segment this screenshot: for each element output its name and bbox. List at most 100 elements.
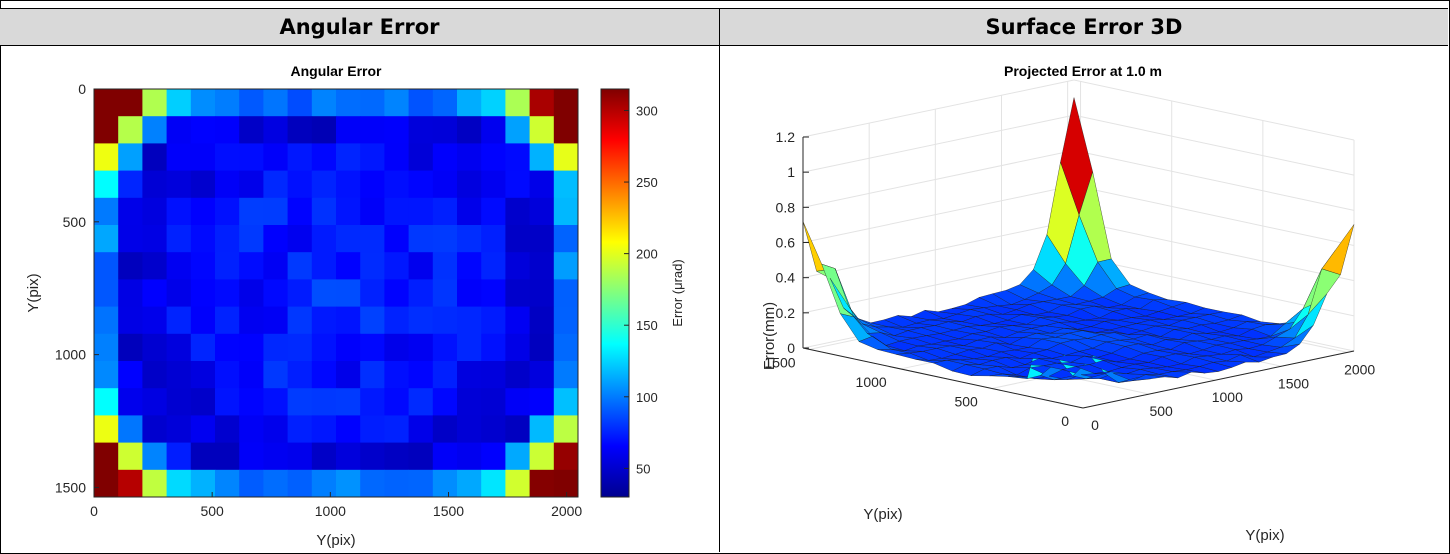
heatmap-cell [190, 388, 216, 416]
heatmap-cell [166, 333, 192, 362]
heatmap-cell [408, 225, 434, 253]
heatmap-cell [287, 170, 313, 199]
heatmap-cell [457, 252, 482, 280]
heatmap-cell [481, 252, 506, 280]
heatmap-cell [190, 89, 216, 117]
back-grid-line [802, 220, 1075, 279]
heatmap-cell [553, 388, 579, 416]
heatmap-cell [287, 469, 313, 498]
heatmap-cell [311, 197, 337, 226]
heatmap-cell [336, 469, 361, 498]
heatmap-cell [360, 333, 385, 362]
surface-title: Projected Error at 1.0 m [1004, 63, 1162, 79]
heatmap-cell [529, 197, 555, 226]
heatmap-cell [384, 415, 409, 443]
heatmap-cell [94, 143, 119, 171]
heatmap-cell [481, 143, 506, 171]
heatmap-cell [360, 197, 385, 226]
heatmap-cell [408, 89, 434, 117]
heatmap-cell [215, 170, 240, 199]
heatmap-cell [142, 252, 167, 280]
back-grid-line [1073, 79, 1355, 141]
heatmap-cell [142, 306, 167, 335]
heatmap-cell [142, 197, 167, 226]
heatmap-cell [384, 306, 409, 335]
heatmap-cell [190, 415, 216, 443]
heatmap-cell [360, 252, 385, 280]
heatmap-cell [360, 415, 385, 443]
heatmap-cell [311, 388, 337, 416]
heatmap-cell [94, 442, 119, 471]
heatmap-cell [263, 361, 288, 389]
heatmap-cell [457, 361, 482, 389]
colorbar-label: Error (μrad) [670, 259, 685, 326]
heatmap-cell [529, 442, 555, 471]
heatmap-cell [190, 225, 216, 253]
heatmap-cell [287, 143, 313, 171]
heatmap-cell [118, 252, 143, 280]
heatmap-cell [360, 388, 385, 416]
heatmap-cell [529, 469, 555, 498]
heatmap-cell [360, 279, 385, 307]
heatmap-cell [384, 143, 409, 171]
heatmap-cell [166, 279, 192, 307]
heatmap-cell [336, 333, 361, 362]
heatmap-cell [239, 333, 264, 362]
heatmap-cell [553, 442, 579, 471]
heatmap-y-tick-label: 1000 [55, 347, 86, 363]
heatmap-cell [215, 415, 240, 443]
heatmap-cell [190, 442, 216, 471]
heatmap-cell [239, 279, 264, 307]
heatmap-cell [432, 143, 458, 171]
heatmap-cell [408, 170, 434, 199]
surface-x-tick-label: 0 [1091, 417, 1099, 433]
heatmap-cell [481, 415, 506, 443]
heatmap-cell [311, 415, 337, 443]
heatmap-cell [457, 415, 482, 443]
heatmap-cell [481, 225, 506, 253]
colorbar-tick-label: 150 [636, 318, 658, 333]
heatmap-cell [190, 333, 216, 362]
heatmap-cell [311, 442, 337, 471]
heatmap-cell [457, 143, 482, 171]
heatmap-cell [118, 197, 143, 226]
heatmap-cell [190, 252, 216, 280]
heatmap-cell [553, 116, 579, 144]
surface-z-tick-label: 1.2 [776, 129, 796, 145]
heatmap-cell [384, 469, 409, 498]
heatmap-cell [118, 361, 143, 389]
surface-z-tick-label: 0.4 [776, 270, 796, 286]
heatmap-cell [481, 388, 506, 416]
heatmap-cell [529, 279, 555, 307]
heatmap-cell [94, 89, 119, 117]
surface-y-ticks: 0 500 1000 1500 [764, 354, 1069, 429]
heatmap-cell [311, 306, 337, 335]
heatmap-cell [263, 170, 288, 199]
heatmap-cell [94, 170, 119, 199]
heatmap-cell [408, 252, 434, 280]
heatmap-cell [263, 225, 288, 253]
heatmap-cell [384, 361, 409, 389]
heatmap-cell [553, 89, 579, 117]
heatmap-cell [432, 279, 458, 307]
heatmap-cell [263, 252, 288, 280]
heatmap-cell [215, 252, 240, 280]
heatmap-cell [408, 415, 434, 443]
heatmap-cell [408, 197, 434, 226]
heatmap-cell [142, 442, 167, 471]
heatmap-cell [553, 197, 579, 226]
heatmap-cell [505, 469, 530, 498]
heatmap-cell [142, 415, 167, 443]
back-grid-line [1073, 185, 1355, 246]
surface-z-tick-label: 0.8 [776, 199, 796, 215]
surface-z-ticks: 0 0.2 0.4 0.6 0.8 1 1.2 [776, 129, 809, 356]
heatmap-cell [457, 388, 482, 416]
heatmap-cell [118, 442, 143, 471]
surface-face [1321, 224, 1355, 276]
heatmap-cell [239, 415, 264, 443]
heatmap-cell [481, 279, 506, 307]
heatmap-cell [142, 89, 167, 117]
heatmap-cell [432, 306, 458, 335]
heatmap-cell [166, 143, 192, 171]
heatmap-x-tick-label: 1500 [433, 503, 464, 519]
